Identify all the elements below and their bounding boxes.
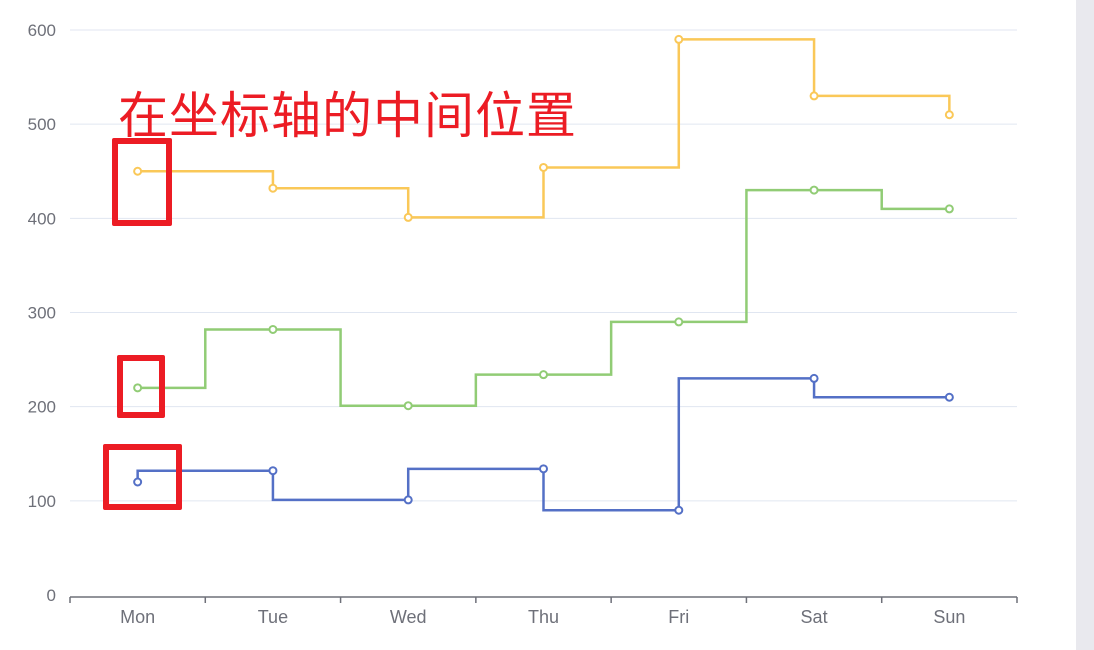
data-point-end xyxy=(539,162,548,172)
series-line-start xyxy=(136,377,950,512)
x-tick-label: Thu xyxy=(528,607,559,627)
scrollbar[interactable] xyxy=(1076,0,1094,650)
x-tick-label: Sun xyxy=(933,607,965,627)
data-point-end xyxy=(674,34,684,44)
data-point-start xyxy=(403,495,413,505)
data-point-middle xyxy=(403,401,413,411)
data-point-middle xyxy=(268,324,278,334)
annotation-box-step-middle xyxy=(117,355,165,418)
x-tick-label: Mon xyxy=(120,607,155,627)
annotation-text: 在坐标轴的中间位置 xyxy=(118,87,577,145)
data-point-start xyxy=(674,505,684,515)
data-point-end xyxy=(809,91,819,101)
annotation-box-step-end xyxy=(112,138,172,226)
y-tick-label: 300 xyxy=(28,304,56,323)
x-tick-label: Fri xyxy=(668,607,689,627)
x-tick-label: Wed xyxy=(390,607,427,627)
data-point-middle xyxy=(539,370,548,380)
data-point-start xyxy=(809,373,819,383)
annotation-box-step-start xyxy=(103,444,182,510)
y-tick-label: 0 xyxy=(47,586,56,605)
x-tick-label: Tue xyxy=(258,607,288,627)
data-point-start xyxy=(268,466,278,476)
data-point-start xyxy=(539,464,548,474)
data-point-start xyxy=(133,477,143,487)
data-point-end xyxy=(133,166,143,176)
y-tick-label: 500 xyxy=(28,115,56,134)
data-point-end xyxy=(268,183,278,193)
data-point-middle xyxy=(944,204,954,214)
x-tick-label: Sat xyxy=(801,607,828,627)
y-tick-label: 600 xyxy=(28,21,56,40)
data-point-middle xyxy=(133,383,143,393)
data-point-middle xyxy=(674,317,684,327)
y-tick-label: 100 xyxy=(28,492,56,511)
data-point-start xyxy=(944,392,954,402)
data-point-end xyxy=(403,212,413,222)
data-point-end xyxy=(944,110,954,120)
y-tick-label: 400 xyxy=(28,209,56,228)
y-tick-label: 200 xyxy=(28,398,56,417)
data-point-middle xyxy=(809,185,819,195)
